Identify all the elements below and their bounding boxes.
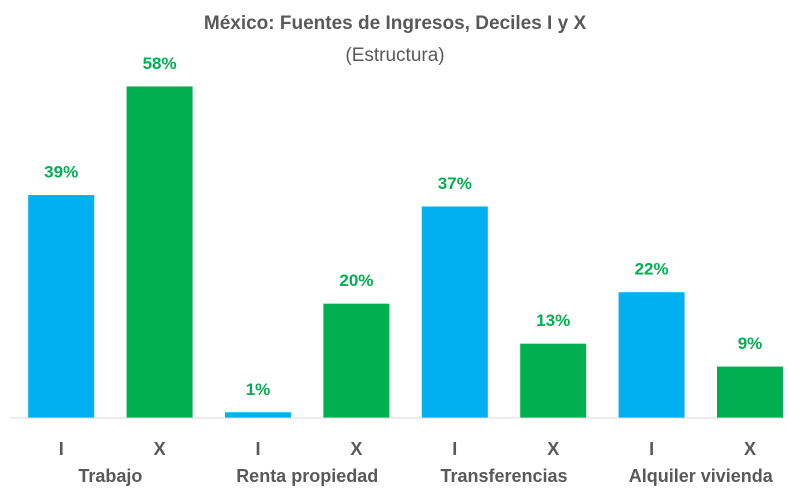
chart-title: México: Fuentes de Ingresos, Deciles I y…: [204, 13, 587, 34]
data-label: 58%: [143, 54, 177, 73]
bar: [323, 303, 390, 418]
bar: [225, 412, 291, 418]
data-label: 13%: [536, 311, 570, 330]
data-label: 20%: [339, 271, 373, 290]
group-label: Transferencias: [440, 466, 567, 486]
x-tick-label: X: [350, 439, 362, 459]
bar: [520, 343, 587, 418]
data-label: 39%: [44, 163, 78, 182]
data-label: 9%: [738, 334, 763, 353]
bar: [126, 86, 193, 418]
bar: [421, 206, 488, 418]
group-label: Alquiler vivienda: [629, 466, 774, 486]
x-tick-label: I: [255, 439, 260, 459]
chart-subtitle: (Estructura): [345, 45, 444, 66]
group-label: Trabajo: [78, 466, 142, 486]
x-tick-label: X: [744, 439, 756, 459]
x-tick-label: X: [547, 439, 559, 459]
bar: [717, 366, 783, 418]
x-tick-label: I: [59, 439, 64, 459]
group-label: Renta propiedad: [236, 466, 378, 486]
bar: [618, 292, 685, 418]
x-tick-label: X: [154, 439, 166, 459]
data-label: 22%: [635, 260, 669, 279]
x-tick-label: I: [649, 439, 654, 459]
x-tick-label: I: [452, 439, 457, 459]
data-label: 37%: [438, 174, 472, 193]
bar: [28, 195, 95, 418]
data-label: 1%: [246, 380, 271, 399]
